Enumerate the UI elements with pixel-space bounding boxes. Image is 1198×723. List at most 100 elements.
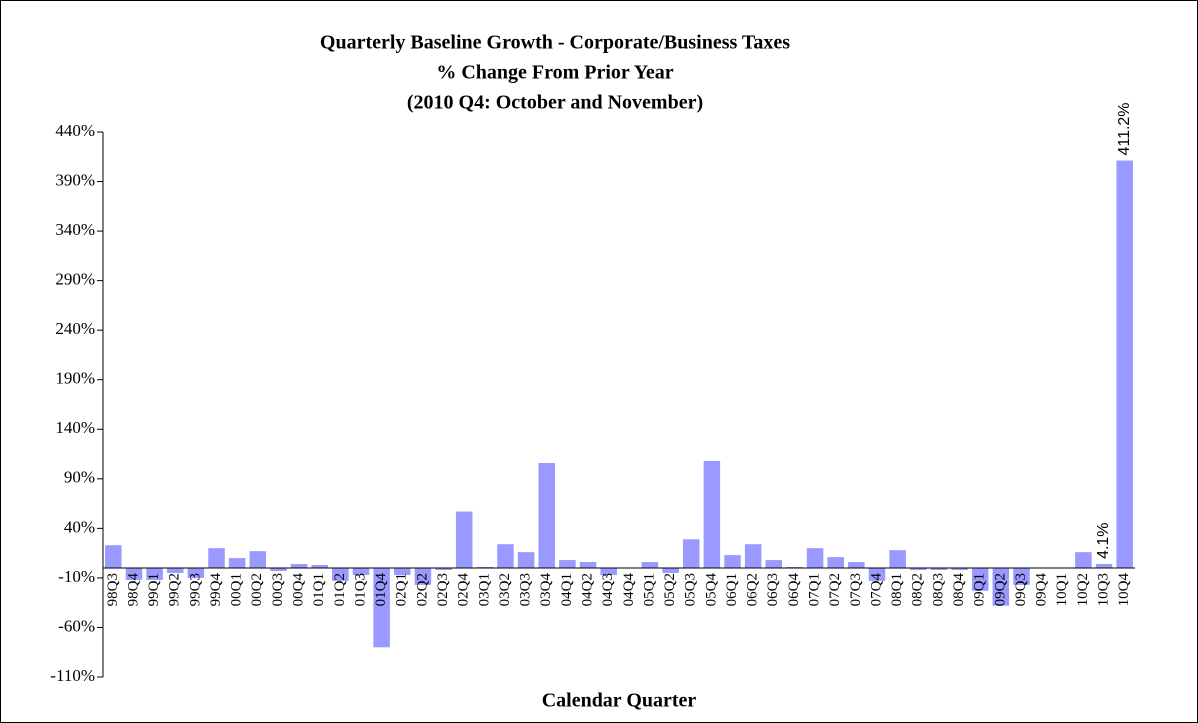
x-tick-label: 06Q3 <box>765 573 781 606</box>
bar <box>166 568 184 573</box>
x-tick-label: 07Q4 <box>868 573 884 607</box>
x-tick-label: 08Q2 <box>910 573 926 606</box>
bar <box>744 544 762 568</box>
x-tick-label: 01Q1 <box>311 573 327 606</box>
x-tick-label: 09Q2 <box>992 573 1008 606</box>
x-tick-label: 01Q2 <box>332 573 348 606</box>
bar <box>910 568 927 570</box>
x-tick-label: 09Q4 <box>1034 573 1050 607</box>
bar <box>187 568 205 578</box>
x-tick-label: 02Q1 <box>394 573 410 606</box>
x-tick-label: 10Q3 <box>1095 573 1111 606</box>
x-tick-label: 00Q4 <box>291 573 307 607</box>
bar <box>394 568 411 575</box>
bar <box>146 568 163 580</box>
bar <box>228 558 246 568</box>
bar <box>517 552 535 568</box>
x-tick-label: 02Q4 <box>456 573 472 607</box>
x-tick-label: 02Q2 <box>414 573 430 606</box>
y-tick-label: 40% <box>64 517 95 536</box>
bar <box>559 560 576 568</box>
bar <box>208 548 225 568</box>
x-tick-label: 08Q4 <box>951 573 967 607</box>
x-tick-label: 03Q4 <box>538 573 554 607</box>
bar <box>930 568 948 570</box>
bar <box>1116 160 1133 568</box>
y-tick-label: 390% <box>55 170 95 189</box>
bar <box>311 565 328 568</box>
x-tick-label: 10Q1 <box>1054 573 1070 606</box>
bar <box>125 568 143 580</box>
x-tick-label: 06Q4 <box>786 573 802 607</box>
bar <box>703 460 721 568</box>
x-tick-label: 99Q3 <box>187 573 203 606</box>
data-label: 411.2% <box>1116 102 1133 155</box>
y-tick-label: 190% <box>55 369 95 388</box>
bar <box>579 562 597 568</box>
bar <box>105 545 122 568</box>
x-tick-label: 04Q1 <box>559 573 575 606</box>
bar <box>971 568 989 591</box>
bar <box>724 555 741 568</box>
y-tick-label: -110% <box>50 666 95 685</box>
x-tick-label: 08Q1 <box>889 573 905 606</box>
x-tick-label: 09Q3 <box>1013 573 1029 606</box>
data-label: 4.1% <box>1095 522 1112 558</box>
bar <box>435 568 452 570</box>
x-tick-label: 05Q1 <box>641 573 657 606</box>
bar <box>641 562 659 568</box>
x-tick-label: 01Q4 <box>373 573 389 607</box>
x-tick-label: 00Q2 <box>249 573 265 606</box>
y-tick-label: 140% <box>55 418 95 437</box>
bar <box>497 544 514 568</box>
bar <box>352 568 370 575</box>
x-tick-label: 00Q3 <box>270 573 286 606</box>
bar <box>1095 563 1113 568</box>
bar <box>1075 552 1092 568</box>
chart-title: Quarterly Baseline Growth - Corporate/Bu… <box>320 32 790 54</box>
x-tick-label: 98Q3 <box>105 573 121 606</box>
y-tick-label: 340% <box>55 220 95 239</box>
y-tick-label: 240% <box>55 319 95 338</box>
x-tick-label: 06Q2 <box>745 573 761 606</box>
bar <box>600 568 617 575</box>
x-tick-label: 10Q4 <box>1116 573 1132 607</box>
x-tick-label: 07Q2 <box>827 573 843 606</box>
bar <box>765 560 783 568</box>
bar <box>455 511 473 568</box>
x-tick-label: 03Q1 <box>476 573 492 606</box>
x-tick-label: 00Q1 <box>229 573 245 606</box>
x-tick-label: 07Q3 <box>848 573 864 606</box>
x-tick-label: 04Q2 <box>579 573 595 606</box>
y-tick-label: 290% <box>55 270 95 289</box>
y-tick-label: 90% <box>64 468 95 487</box>
x-tick-label: 05Q4 <box>703 573 719 607</box>
bar <box>1013 568 1030 585</box>
bar <box>806 548 824 568</box>
x-tick-label: 99Q1 <box>146 573 162 606</box>
bar <box>249 551 267 568</box>
x-tick-label: 05Q3 <box>683 573 699 606</box>
x-tick-label: 04Q3 <box>600 573 616 606</box>
x-tick-label: 09Q1 <box>972 573 988 606</box>
x-tick-label: 06Q1 <box>724 573 740 606</box>
x-tick-label: 07Q1 <box>807 573 823 606</box>
x-tick-label: 04Q4 <box>621 573 637 607</box>
x-tick-label: 08Q3 <box>930 573 946 606</box>
bar <box>270 568 287 571</box>
bar <box>682 539 700 568</box>
bar <box>868 568 886 581</box>
x-tick-label: 03Q3 <box>518 573 534 606</box>
y-tick-label: -10% <box>58 567 95 586</box>
chart-subtitle: (2010 Q4: October and November) <box>407 92 703 114</box>
bar <box>827 557 844 568</box>
bar <box>290 564 308 568</box>
bar <box>848 562 865 568</box>
bar <box>889 550 906 568</box>
bar <box>538 462 556 568</box>
x-tick-label: 01Q3 <box>352 573 368 606</box>
bar <box>662 568 679 573</box>
bar <box>992 568 1010 606</box>
